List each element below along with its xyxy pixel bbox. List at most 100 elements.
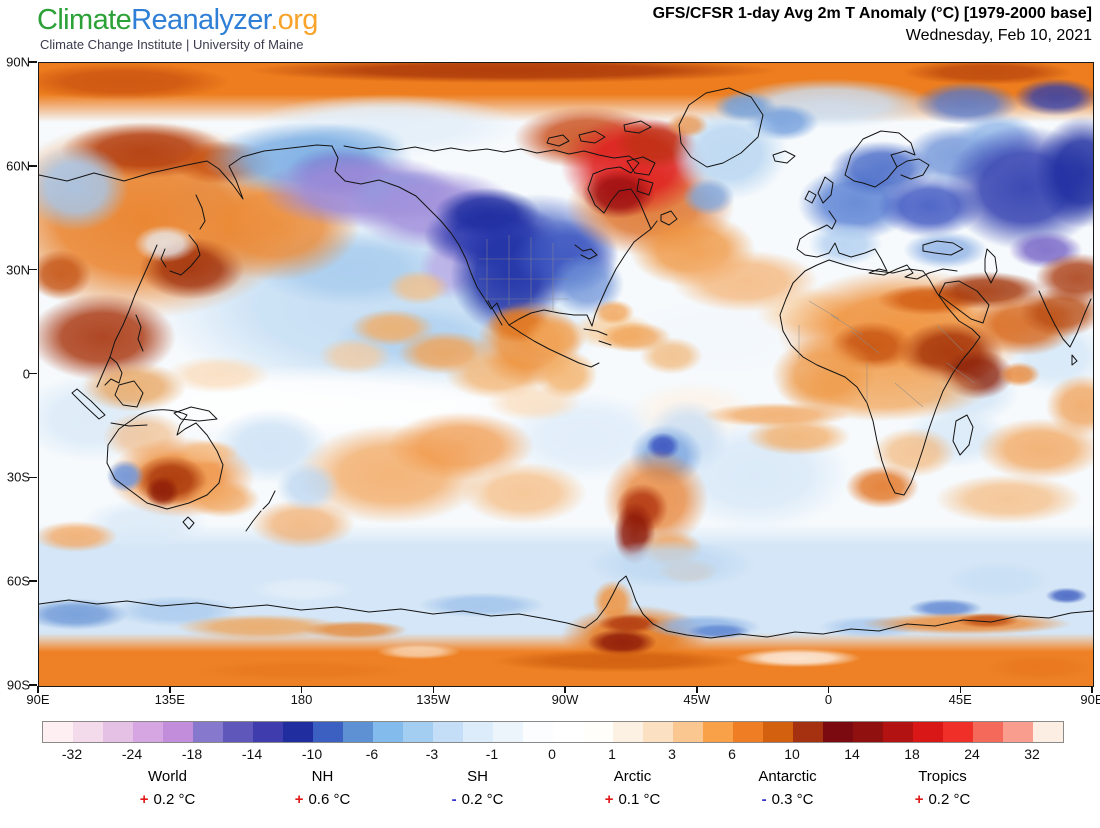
colorbar-segment xyxy=(793,722,823,742)
colorbar-segment xyxy=(133,722,163,742)
stat-number: 0.6 °C xyxy=(308,791,351,808)
lon-axis-label: 90W xyxy=(551,692,579,707)
stat-value: -0.3 °C xyxy=(710,791,865,808)
coastlines-overlay xyxy=(39,87,1093,639)
stat-item-tropics: Tropics +0.2 °C xyxy=(865,768,1020,808)
colorbar-tick-label: -14 xyxy=(241,746,263,762)
colorbar-segment xyxy=(703,722,733,742)
coastline-path xyxy=(169,234,201,276)
colorbar-tick-label: -32 xyxy=(61,746,83,762)
lat-axis-label: 0 xyxy=(22,366,30,381)
stat-value: +0.2 °C xyxy=(90,791,245,808)
lat-axis-tick xyxy=(29,165,37,167)
coastline-path xyxy=(574,244,598,260)
coastline-path xyxy=(39,575,1093,639)
stat-item-arctic: Arctic +0.1 °C xyxy=(555,768,710,808)
colorbar-tick-label: 6 xyxy=(728,746,736,762)
stats-row: World +0.2 °C NH +0.6 °C SH -0.2 °C Arctic +0.1… xyxy=(90,768,1020,808)
lat-axis-tick xyxy=(29,61,37,63)
colorbar-segment xyxy=(853,722,883,742)
coastline-path xyxy=(343,145,652,230)
stat-sign: - xyxy=(451,791,457,808)
stat-label: World xyxy=(148,768,187,785)
stat-sign: + xyxy=(139,791,149,808)
coastline-path xyxy=(844,130,930,188)
coastline-path xyxy=(110,422,148,427)
colorbar-segment xyxy=(583,722,613,742)
stat-number: 0.2 °C xyxy=(153,791,196,808)
stat-label: Arctic xyxy=(613,768,652,785)
coastline-path xyxy=(1038,290,1092,366)
colorbar-tick-label: -24 xyxy=(121,746,143,762)
lon-axis-label: 180 xyxy=(290,692,313,707)
colorbar-segment xyxy=(343,722,373,742)
stat-label: Antarctic xyxy=(758,768,817,785)
lon-axis-label: 90E xyxy=(1080,692,1100,707)
stat-number: 0.2 °C xyxy=(461,791,504,808)
lon-axis-tick xyxy=(696,686,698,693)
lat-axis-tick xyxy=(29,476,37,479)
colorbar-segment xyxy=(733,722,763,742)
colorbar-tick-label: 32 xyxy=(1024,746,1040,762)
colorbar-tick-label: 1 xyxy=(608,746,616,762)
temperature-anomaly-field xyxy=(39,63,1093,686)
colorbar-segment xyxy=(373,722,403,742)
lon-axis-tick xyxy=(37,686,39,693)
stat-number: 0.2 °C xyxy=(928,791,971,808)
colorbar-segment xyxy=(163,722,193,742)
coastline-path xyxy=(160,248,167,268)
lon-axis-tick xyxy=(827,686,830,693)
logo-climate: Climate xyxy=(37,4,132,36)
coastline-path xyxy=(135,314,144,352)
colorbar-segment xyxy=(523,722,553,742)
colorbar-segment xyxy=(823,722,853,742)
stat-sign: - xyxy=(761,791,767,808)
lon-axis-tick xyxy=(564,686,566,693)
colorbar-tick-label: 14 xyxy=(844,746,860,762)
stat-label: NH xyxy=(311,768,334,785)
colorbar-segment xyxy=(1003,722,1033,742)
colorbar-segment xyxy=(553,722,583,742)
lat-axis-label: 60N xyxy=(6,158,30,174)
stat-sign: + xyxy=(914,791,924,808)
stat-item-world: World +0.2 °C xyxy=(90,768,245,808)
coastline-path xyxy=(331,145,600,368)
lat-axis-tick xyxy=(29,268,37,271)
site-subtitle: Climate Change Institute | University of… xyxy=(40,37,304,52)
lon-axis-label: 135E xyxy=(154,692,185,707)
coastline-path xyxy=(804,176,834,204)
colorbar-tick-label: 10 xyxy=(784,746,800,762)
coastline-path xyxy=(772,150,796,164)
stat-label: Tropics xyxy=(918,768,967,785)
coastline-path xyxy=(114,380,144,408)
colorbar-segment xyxy=(313,722,343,742)
colorbar-segment xyxy=(913,722,943,742)
site-logo[interactable]: ClimateReanalyzer.org xyxy=(37,4,318,37)
stat-value: +0.1 °C xyxy=(555,791,710,808)
colorbar-segment xyxy=(613,722,643,742)
coastline-path xyxy=(182,516,195,530)
colorbar-tick-label: -1 xyxy=(485,746,499,762)
coastline-path xyxy=(952,414,974,456)
stat-item-sh: SH -0.2 °C xyxy=(400,768,555,808)
colorbar-segment xyxy=(673,722,703,742)
coastline-path xyxy=(39,144,333,200)
stat-value: -0.2 °C xyxy=(400,791,555,808)
coastline-path xyxy=(245,490,276,532)
coastline-path xyxy=(71,388,106,420)
lon-axis-label: 135W xyxy=(416,692,451,707)
stat-value: +0.6 °C xyxy=(245,791,400,808)
colorbar-segment xyxy=(103,722,133,742)
colorbar-segment xyxy=(463,722,493,742)
stat-number: 0.1 °C xyxy=(618,791,661,808)
map-date: Wednesday, Feb 10, 2021 xyxy=(905,27,1092,44)
lat-axis-tick xyxy=(29,684,37,686)
coastline-path xyxy=(546,120,656,196)
colorbar-segment xyxy=(763,722,793,742)
colorbar-tick-label: 24 xyxy=(964,746,980,762)
stat-item-antarctic: Antarctic -0.3 °C xyxy=(710,768,865,808)
colorbar-segment xyxy=(943,722,973,742)
colorbar-segment xyxy=(253,722,283,742)
coastline-path xyxy=(487,300,503,326)
logo-org: .org xyxy=(270,4,318,36)
